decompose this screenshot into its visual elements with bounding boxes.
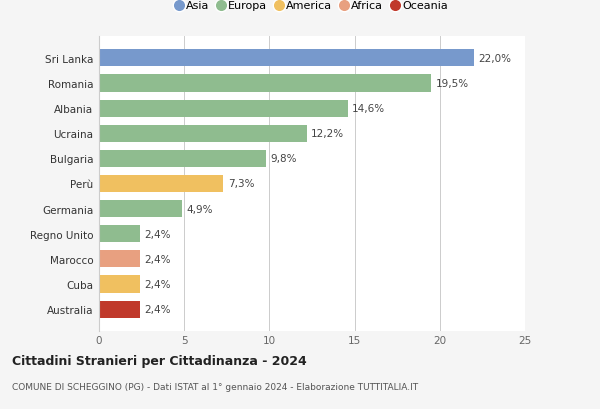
Bar (99, 200, 182, 218)
Bar (99, 75, 431, 92)
Text: Cittadini Stranieri per Cittadinanza - 2024: Cittadini Stranieri per Cittadinanza - 2… (12, 354, 307, 367)
Text: 22,0%: 22,0% (478, 54, 511, 64)
Bar (99, 276, 140, 293)
Text: 2,4%: 2,4% (144, 229, 170, 239)
Bar (99, 175, 223, 193)
Text: 2,4%: 2,4% (144, 304, 170, 315)
Text: 4,9%: 4,9% (187, 204, 213, 214)
Bar (99, 50, 474, 67)
Bar (99, 100, 348, 117)
Text: 12,2%: 12,2% (311, 129, 344, 139)
Bar (99, 126, 307, 142)
Bar (99, 226, 140, 243)
Text: 2,4%: 2,4% (144, 279, 170, 289)
Text: COMUNE DI SCHEGGINO (PG) - Dati ISTAT al 1° gennaio 2024 - Elaborazione TUTTITAL: COMUNE DI SCHEGGINO (PG) - Dati ISTAT al… (12, 382, 418, 391)
Text: 2,4%: 2,4% (144, 254, 170, 264)
Text: 19,5%: 19,5% (436, 79, 469, 89)
Bar (99, 151, 266, 168)
Text: 14,6%: 14,6% (352, 104, 385, 114)
Bar (99, 301, 140, 318)
Text: 9,8%: 9,8% (270, 154, 297, 164)
Text: 7,3%: 7,3% (227, 179, 254, 189)
Legend: Asia, Europa, America, Africa, Oceania: Asia, Europa, America, Africa, Oceania (172, 0, 452, 16)
Bar (99, 251, 140, 268)
